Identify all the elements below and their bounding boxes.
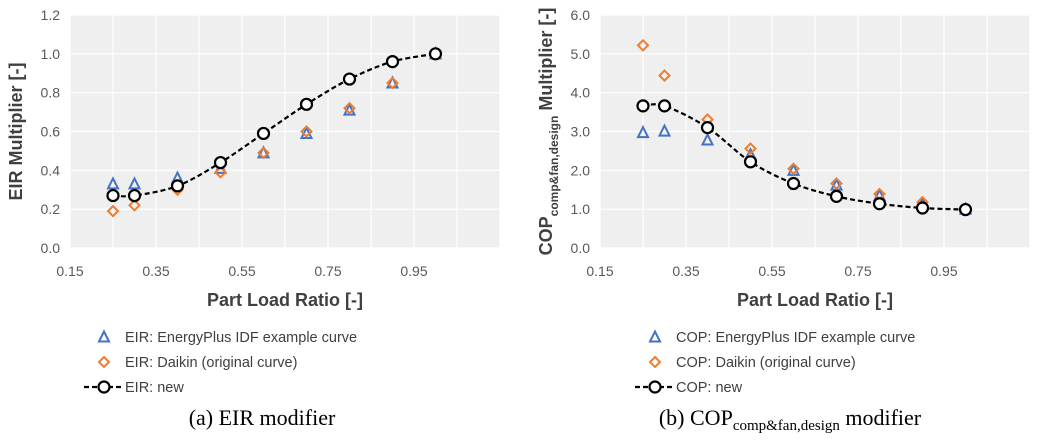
y-axis-title: EIR Multiplier [-] [6, 63, 26, 201]
legend-item: EIR: EnergyPlus IDF example curve [97, 329, 357, 346]
data-point-circle [106, 188, 120, 203]
legend-label: EIR: Daikin (original curve) [125, 355, 297, 371]
legend-label: EIR: new [125, 380, 184, 396]
data-point-diamond [214, 165, 227, 179]
x-tick-label: 0.55 [758, 263, 785, 279]
legend-marker-diamond [97, 355, 111, 369]
legend-marker-circle [648, 380, 662, 394]
data-point-circle [829, 189, 844, 203]
data-point-circle [127, 188, 142, 203]
legend-marker-diamond [648, 355, 662, 369]
x-axis-title: Part Load Ratio [-] [207, 290, 363, 310]
legend-item: COP: new [635, 380, 743, 396]
data-point-circle [700, 121, 715, 135]
legend-marker-triangle [648, 329, 662, 343]
x-tick-label: 0.55 [228, 263, 255, 279]
x-tick-label: 0.95 [930, 263, 957, 279]
y-tick-label: 0.0 [41, 240, 61, 256]
x-tick-label: 0.35 [142, 263, 169, 279]
figure-caption: (a) EIR modifier [189, 405, 336, 430]
legend-label: COP: EnergyPlus IDF example curve [676, 330, 915, 346]
data-point-diamond [300, 125, 313, 138]
data-point-triangle [106, 176, 120, 190]
y-tick-label: 1.0 [571, 201, 591, 217]
data-point-diamond [386, 76, 399, 90]
legend-label: COP: Daikin (original curve) [676, 355, 856, 371]
x-tick-label: 0.75 [844, 263, 871, 279]
data-point-circle [958, 202, 973, 217]
legend-marker-triangle [97, 329, 111, 343]
data-point-triangle [657, 123, 672, 137]
legend-label: EIR: EnergyPlus IDF example curve [125, 330, 357, 346]
data-point-circle [299, 97, 314, 111]
data-point-triangle [700, 132, 715, 146]
chart-panel-eir: 0.0 0.2 0.4 0.6 0.8 1.0 1.2 0.15 0.35 0.55 0.75 0.9… [6, 7, 501, 430]
series-line-new [642, 103, 966, 211]
y-tick-label: 0.8 [41, 85, 61, 101]
data-point-diamond [787, 162, 800, 176]
data-point-diamond [343, 101, 356, 115]
data-point-triangle [127, 176, 142, 190]
legend-item: COP: EnergyPlus IDF example curve [648, 329, 915, 346]
data-point-diamond [128, 198, 141, 212]
x-tick-label: 0.15 [56, 263, 83, 279]
figure-caption: (b) COPcomp&fan,design modifier [659, 405, 922, 434]
data-point-circle [786, 176, 801, 191]
y-tick-label: 0.4 [41, 162, 61, 178]
legend-item: EIR: new [84, 380, 184, 396]
chart-panel-cop: 0.0 1.0 2.0 3.0 4.0 5.0 6.0 0.15 0.35 0.55 0.75 0.9… [536, 7, 1031, 434]
legend-marker-circle [97, 380, 111, 394]
data-point-circle [170, 179, 185, 193]
y-tick-label: 6.0 [571, 7, 591, 23]
data-point-circle [636, 99, 650, 113]
legend-item: EIR: Daikin (original curve) [97, 355, 297, 371]
legend-label: COP: new [676, 380, 743, 396]
y-tick-label: 4.0 [571, 85, 591, 101]
data-point-triangle [636, 124, 650, 139]
data-point-circle [428, 47, 443, 61]
data-point-diamond [658, 69, 671, 82]
series-line-new [112, 52, 436, 198]
data-point-diamond [106, 204, 120, 218]
y-tick-label: 5.0 [571, 46, 591, 62]
x-tick-label: 0.35 [672, 263, 699, 279]
y-tick-label: 2.0 [571, 162, 591, 178]
data-point-circle [385, 54, 400, 69]
data-point-circle [213, 155, 228, 170]
data-point-circle [872, 197, 887, 211]
y-tick-label: 0.0 [571, 240, 591, 256]
x-tick-label: 0.75 [314, 263, 341, 279]
x-tick-label: 0.95 [400, 263, 427, 279]
data-point-diamond [830, 177, 843, 190]
data-point-diamond [744, 142, 757, 156]
data-point-circle [915, 201, 930, 215]
legend-item: COP: Daikin (original curve) [648, 355, 856, 371]
y-tick-label: 0.2 [41, 201, 61, 217]
y-axis-title: COPcomp&fan,design Multiplier [-] [536, 8, 561, 256]
x-axis-title: Part Load Ratio [-] [737, 290, 893, 310]
data-point-circle [256, 126, 271, 141]
y-tick-label: 1.0 [41, 46, 61, 62]
data-point-diamond [636, 38, 650, 52]
y-tick-label: 0.6 [41, 124, 61, 140]
data-point-circle [342, 72, 357, 86]
x-tick-label: 0.15 [586, 263, 613, 279]
data-point-diamond [257, 146, 270, 160]
data-point-circle [657, 99, 672, 113]
y-tick-label: 3.0 [571, 124, 591, 140]
data-point-circle [743, 155, 758, 169]
y-tick-label: 1.2 [41, 7, 61, 23]
